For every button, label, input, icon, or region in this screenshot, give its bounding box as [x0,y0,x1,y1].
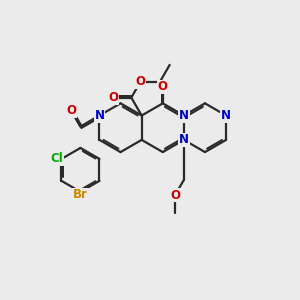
Text: O: O [108,91,118,104]
Text: Br: Br [73,188,88,201]
Text: N: N [221,109,231,122]
Text: Cl: Cl [51,152,63,165]
Text: N: N [179,134,189,146]
Text: O: O [135,75,146,88]
Text: O: O [170,189,180,202]
Text: O: O [158,80,168,94]
Text: N: N [94,109,104,122]
Text: N: N [179,109,189,122]
Text: O: O [66,104,76,117]
